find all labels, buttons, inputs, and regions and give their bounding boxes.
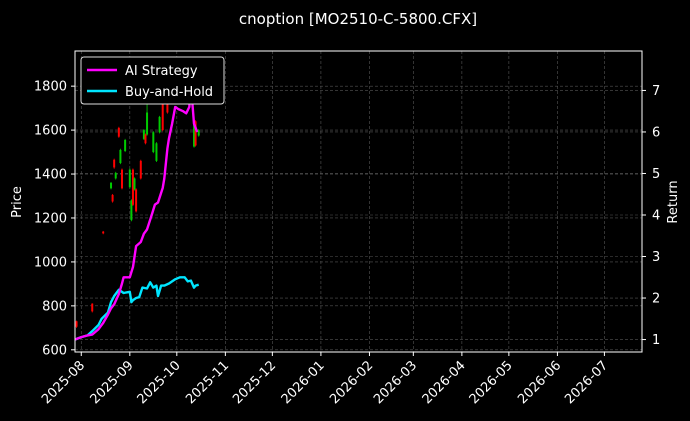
candle-body [128,169,131,188]
legend-label-ai-strategy: AI Strategy [125,64,198,79]
series-lines [74,82,200,341]
y-tick-label: 800 [42,299,67,314]
y-tick-label: 1600 [34,124,67,139]
y2-axis-label: Return [666,180,681,223]
candle-body [161,103,164,131]
y2-tick-label: 1 [652,333,660,348]
candle-body [102,231,105,234]
chart-title: cnoption [MO2510-C-5800.CFX] [239,10,477,28]
candle-body [194,121,197,146]
y-tick-label: 1800 [34,80,67,95]
candle-body [135,189,138,212]
y2-axis-ticks: 1 2 3 4 5 6 7 [642,84,660,348]
candle-body [155,143,158,161]
y2-tick-label: 7 [652,84,660,99]
candle-body [113,159,116,168]
candle-body [120,169,123,189]
candle-body [139,160,142,179]
grid [75,51,642,352]
candle-body [130,200,133,221]
y2-tick-label: 5 [652,167,660,182]
legend: AI Strategy Buy-and-Hold [80,56,225,105]
plot-frame [74,50,643,353]
candle-body [117,127,120,137]
candles [75,93,200,328]
candle-body [197,130,200,136]
y-tick-label: 1200 [34,211,67,226]
candle-body [146,112,149,135]
candle-body [110,182,113,189]
y-tick-label: 1000 [34,255,67,270]
y-tick-label: 600 [42,343,67,358]
candle-body [75,321,78,327]
candle-body [158,116,161,133]
y2-tick-label: 6 [652,125,660,140]
y2-tick-label: 2 [652,292,660,307]
candle-body [133,178,136,190]
candle-body [152,132,155,153]
y-axis-ticks: 600 800 1000 1200 1400 1600 1800 [34,80,75,358]
candle-body [144,134,147,144]
legend-label-buy-and-hold: Buy-and-Hold [125,85,213,100]
y2-tick-label: 4 [652,208,660,223]
candle-body [111,194,114,202]
candle-body [142,130,145,139]
buy-and-hold-line [74,276,200,341]
candle-body [91,303,94,312]
y-tick-label: 1400 [34,168,67,183]
candle-body [193,123,196,147]
ai-strategy-line [74,82,199,341]
candle-body [114,172,117,179]
candle-body [119,149,122,164]
y-axis-label: Price [10,186,25,218]
y2-tick-label: 3 [652,250,660,265]
candle-body [124,139,127,151]
candle-body [131,169,134,205]
